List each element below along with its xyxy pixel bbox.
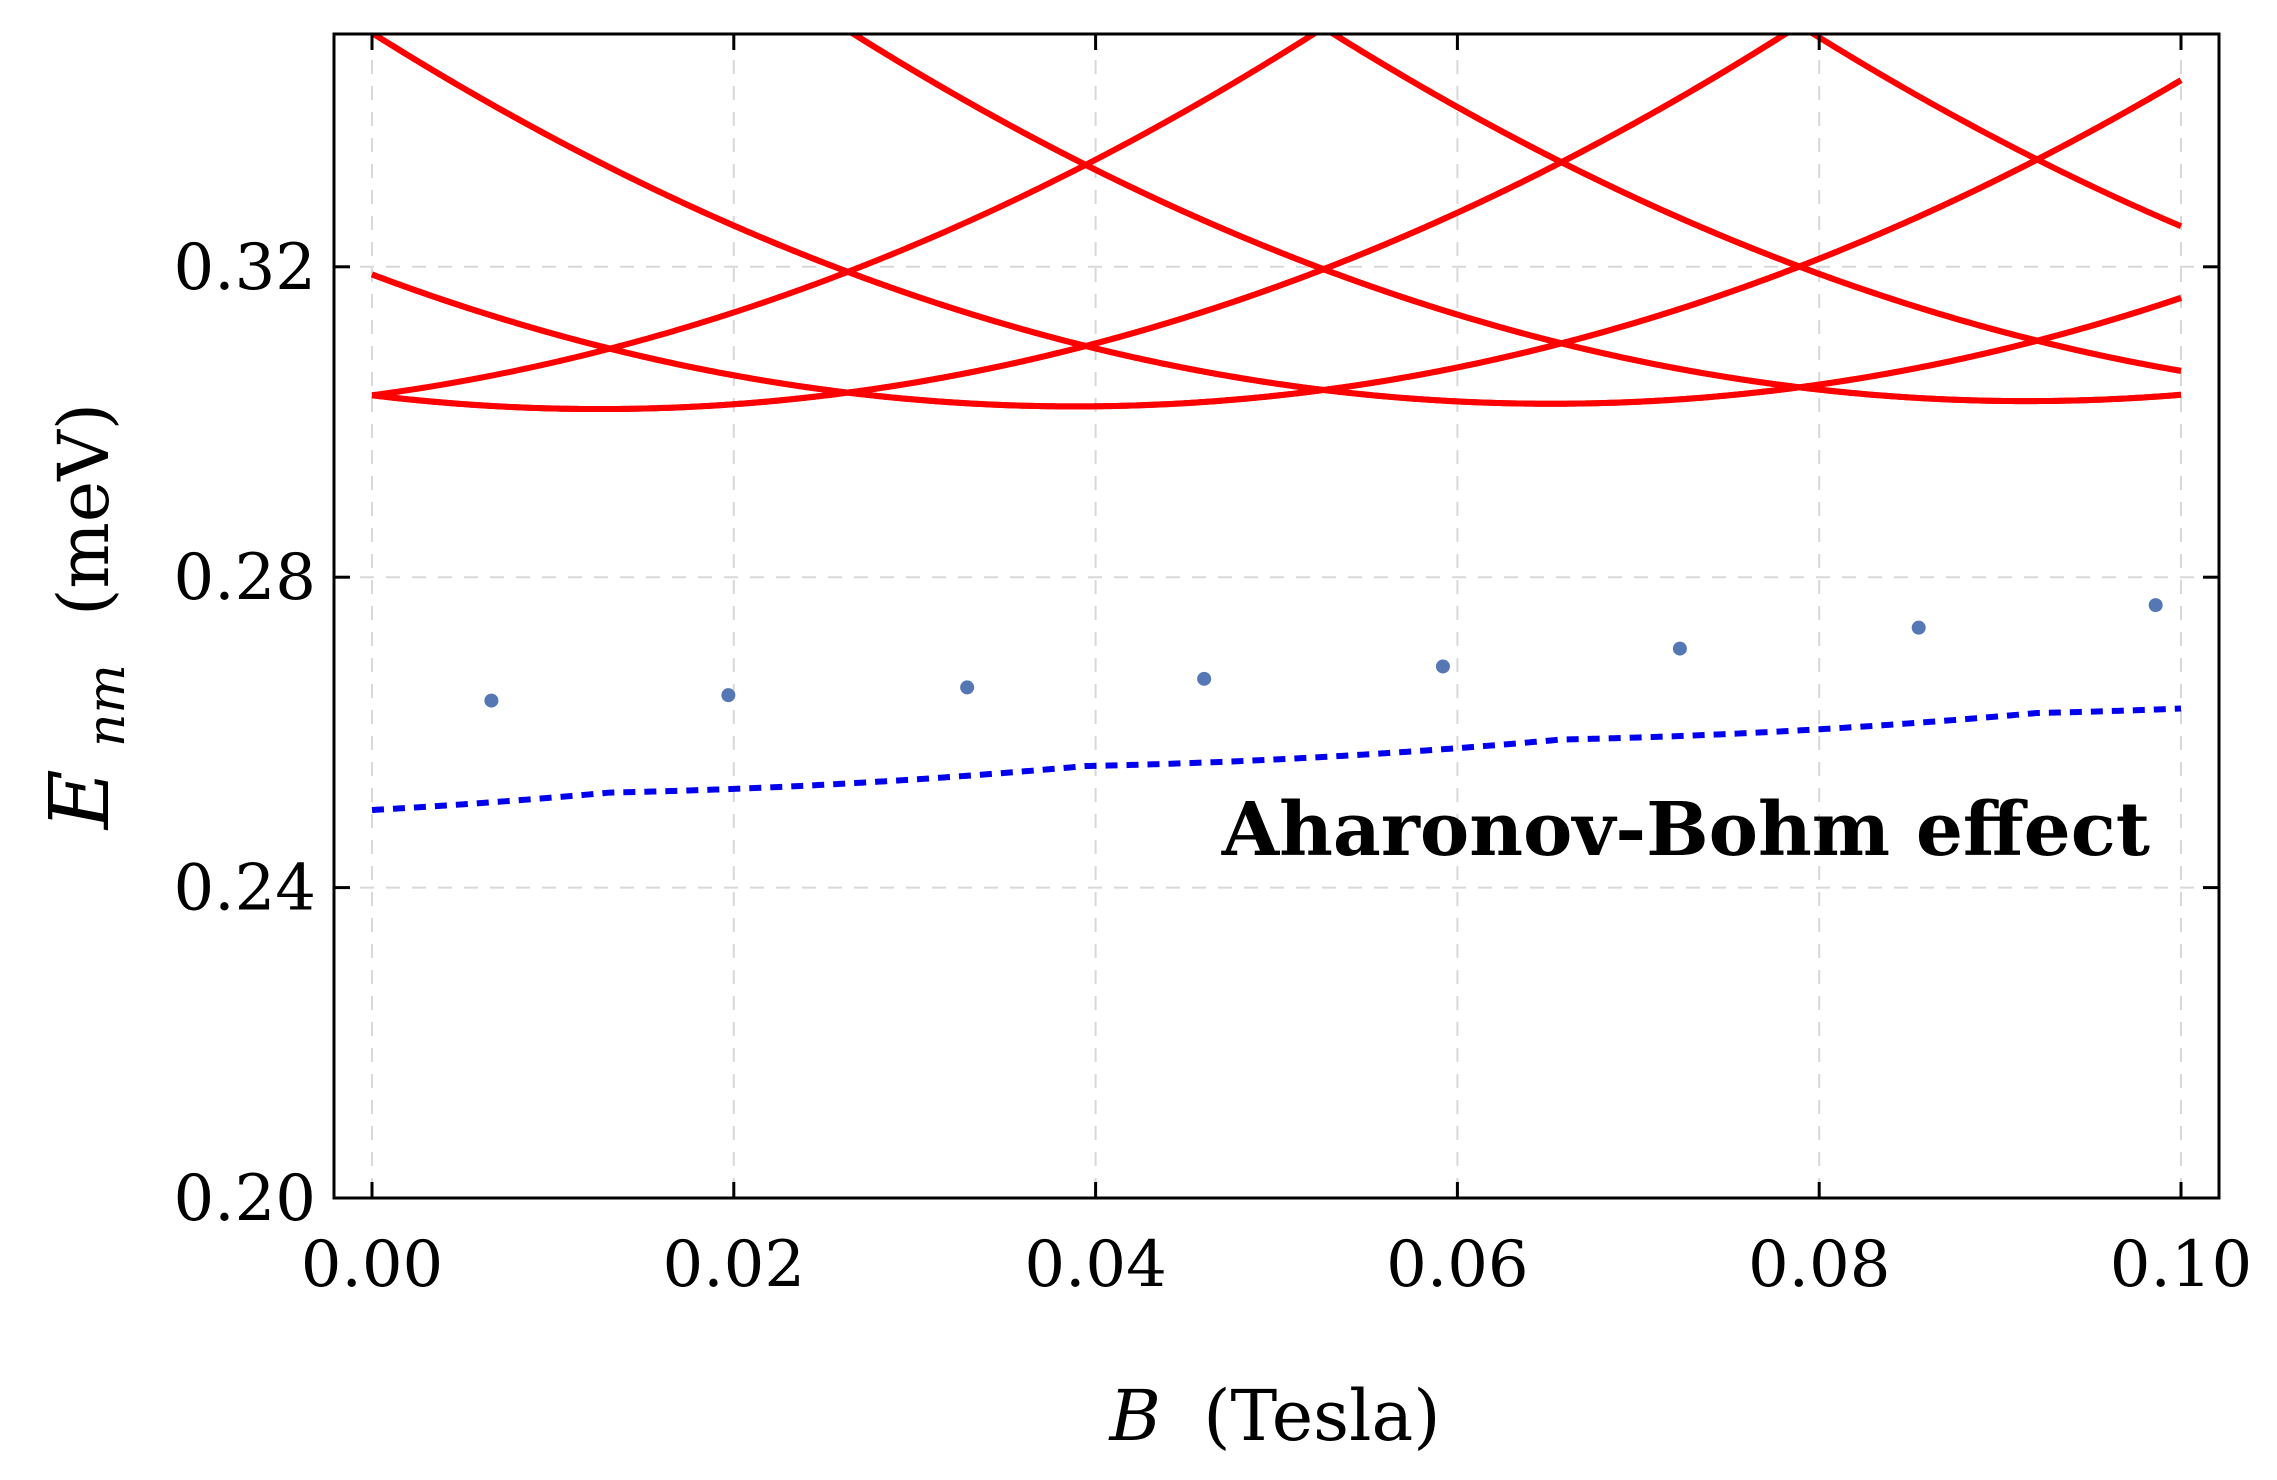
x-tick-label: 0.00 bbox=[301, 1228, 444, 1302]
crossing-point bbox=[960, 680, 975, 695]
crossing-point bbox=[721, 688, 736, 703]
x-tick-label: 0.02 bbox=[663, 1228, 806, 1302]
excited-branch-line bbox=[370, 34, 2182, 407]
crossing-points bbox=[484, 598, 2163, 708]
excited-branch-line bbox=[371, 34, 1791, 413]
x-tick-label: 0.06 bbox=[1386, 1228, 1529, 1302]
y-tick-label: 0.20 bbox=[174, 1162, 317, 1236]
crossing-point bbox=[1672, 641, 1687, 656]
crossing-point bbox=[2148, 598, 2163, 613]
y-tick-label: 0.24 bbox=[174, 852, 317, 926]
x-tick-label: 0.10 bbox=[2110, 1228, 2253, 1302]
ground-state-line bbox=[371, 705, 2182, 813]
excited-branch-line bbox=[1808, 34, 2183, 229]
excited-branch-line bbox=[848, 34, 2182, 405]
series-group bbox=[370, 34, 2183, 813]
excited-branch-line bbox=[370, 77, 2183, 410]
crossing-point bbox=[1197, 671, 1212, 686]
y-axis-subscript: nm bbox=[77, 664, 137, 747]
y-tick-label: 0.28 bbox=[174, 541, 317, 615]
y-axis-unit: (meV) bbox=[43, 403, 125, 616]
excited-branch-line bbox=[371, 34, 1320, 399]
crossing-point bbox=[1435, 659, 1450, 674]
y-axis-symbol: E bbox=[33, 769, 128, 831]
y-tick-label: 0.32 bbox=[174, 231, 317, 305]
plot-frame bbox=[332, 32, 2221, 1200]
crossing-point bbox=[484, 693, 499, 708]
y-axis-title: E nm (meV) bbox=[33, 403, 141, 831]
x-axis-symbol: B bbox=[1107, 1375, 1160, 1457]
excited-branch-line bbox=[1328, 34, 2182, 374]
x-axis-unit: (Tesla) bbox=[1203, 1375, 1440, 1457]
x-tick-label: 0.04 bbox=[1024, 1228, 1167, 1302]
annotation-label: Aharonov-Bohm effect bbox=[1221, 787, 2150, 873]
crossing-point bbox=[1911, 620, 1926, 635]
axis-ticks: 0.00 0.02 0.04 0.06 0.08 0.10 0.20 0.24 0.28 0.32 bbox=[174, 34, 2253, 1302]
x-tick-label: 0.08 bbox=[1748, 1228, 1891, 1302]
x-axis-title: B (Tesla) bbox=[1107, 1375, 1440, 1457]
